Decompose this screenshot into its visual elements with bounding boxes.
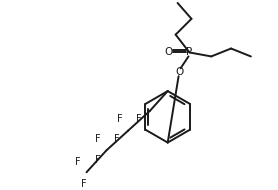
Text: F: F (117, 114, 123, 124)
Text: F: F (95, 134, 100, 144)
Text: F: F (75, 157, 80, 167)
Text: F: F (115, 134, 120, 144)
Text: F: F (81, 179, 86, 189)
Text: P: P (186, 48, 193, 57)
Text: F: F (136, 114, 142, 124)
Text: F: F (95, 155, 100, 165)
Text: O: O (165, 48, 173, 57)
Text: O: O (175, 67, 184, 77)
